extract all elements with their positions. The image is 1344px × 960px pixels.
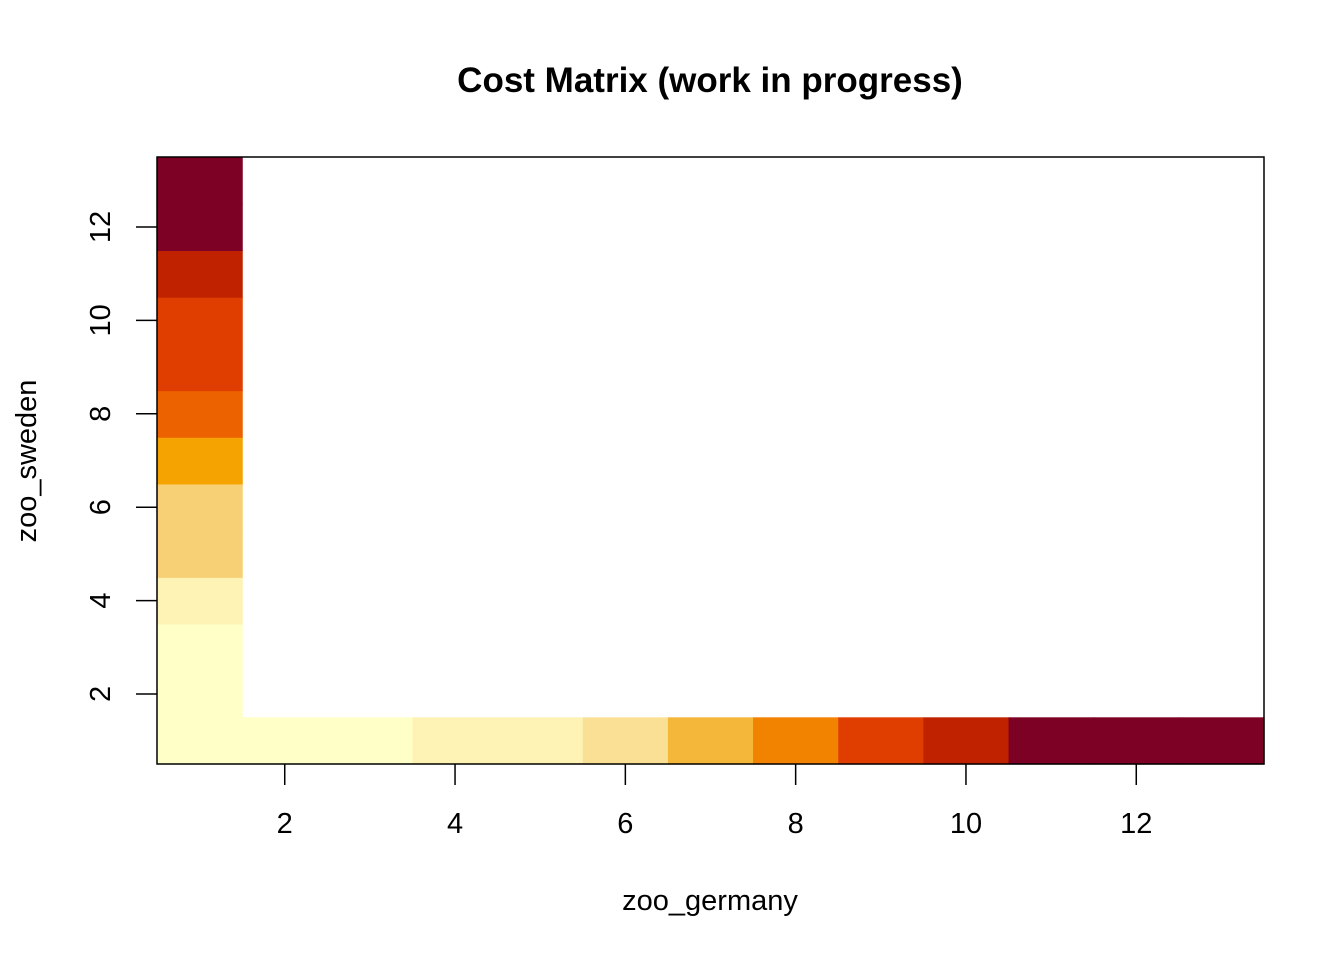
heatmap-cell-1-7: [157, 437, 243, 485]
heatmap-cell-1-5: [157, 530, 243, 578]
heatmap-cell-1-10: [157, 297, 243, 345]
heatmap-cell-1-13: [157, 157, 243, 205]
heatmap-cell-1-12: [157, 203, 243, 251]
heatmap-cell-2-1: [242, 717, 328, 765]
x-tick-label-6: 6: [617, 808, 633, 840]
heatmap-cell-1-3: [157, 623, 243, 672]
heatmap-cell-11-1: [1008, 717, 1095, 765]
heatmap-cell-1-2: [157, 670, 243, 718]
heatmap-cell-7-1: [667, 717, 754, 765]
heatmap-cell-10-1: [923, 717, 1010, 765]
y-axis-label: zoo_sweden: [11, 380, 43, 543]
x-tick-label-4: 4: [447, 808, 463, 840]
y-tick-label-8: 8: [85, 406, 117, 422]
y-axis: 2 4 6 8 10 12: [85, 211, 157, 702]
plot-frame: [156, 156, 1265, 765]
x-axis-label: zoo_germany: [622, 885, 798, 917]
heatmap-cell-8-1: [753, 717, 839, 765]
heatmap-cell-1-6: [157, 483, 243, 532]
x-axis: 2 4 6 8 10 12: [277, 764, 1152, 840]
y-tick-label-6: 6: [85, 499, 117, 515]
y-tick-label-10: 10: [85, 304, 117, 336]
chart-title: Cost Matrix (work in progress): [457, 61, 963, 100]
heatmap-cell-9-1: [838, 717, 924, 765]
heatmap-cell-1-1: [157, 717, 243, 765]
x-tick-label-12: 12: [1120, 808, 1152, 840]
heatmap-cell-1-8: [157, 390, 243, 438]
heatmap-cell-5-1: [497, 717, 584, 765]
y-tick-label-12: 12: [85, 211, 117, 243]
heatmap-cell-12-1: [1093, 717, 1180, 765]
x-tick-label-2: 2: [277, 808, 293, 840]
heatmap-cell-13-1: [1178, 717, 1265, 765]
x-tick-label-8: 8: [788, 808, 804, 840]
heatmap-cells: [157, 157, 1265, 765]
x-tick-label-10: 10: [950, 808, 982, 840]
heatmap-cell-3-1: [327, 717, 414, 765]
heatmap-cell-4-1: [412, 717, 499, 765]
heatmap-cell-6-1: [582, 717, 669, 765]
y-tick-label-4: 4: [85, 593, 117, 609]
heatmap-cell-1-9: [157, 343, 243, 392]
y-tick-label-2: 2: [85, 686, 117, 702]
heatmap-cell-1-11: [157, 250, 243, 298]
heatmap-cell-1-4: [157, 577, 243, 625]
